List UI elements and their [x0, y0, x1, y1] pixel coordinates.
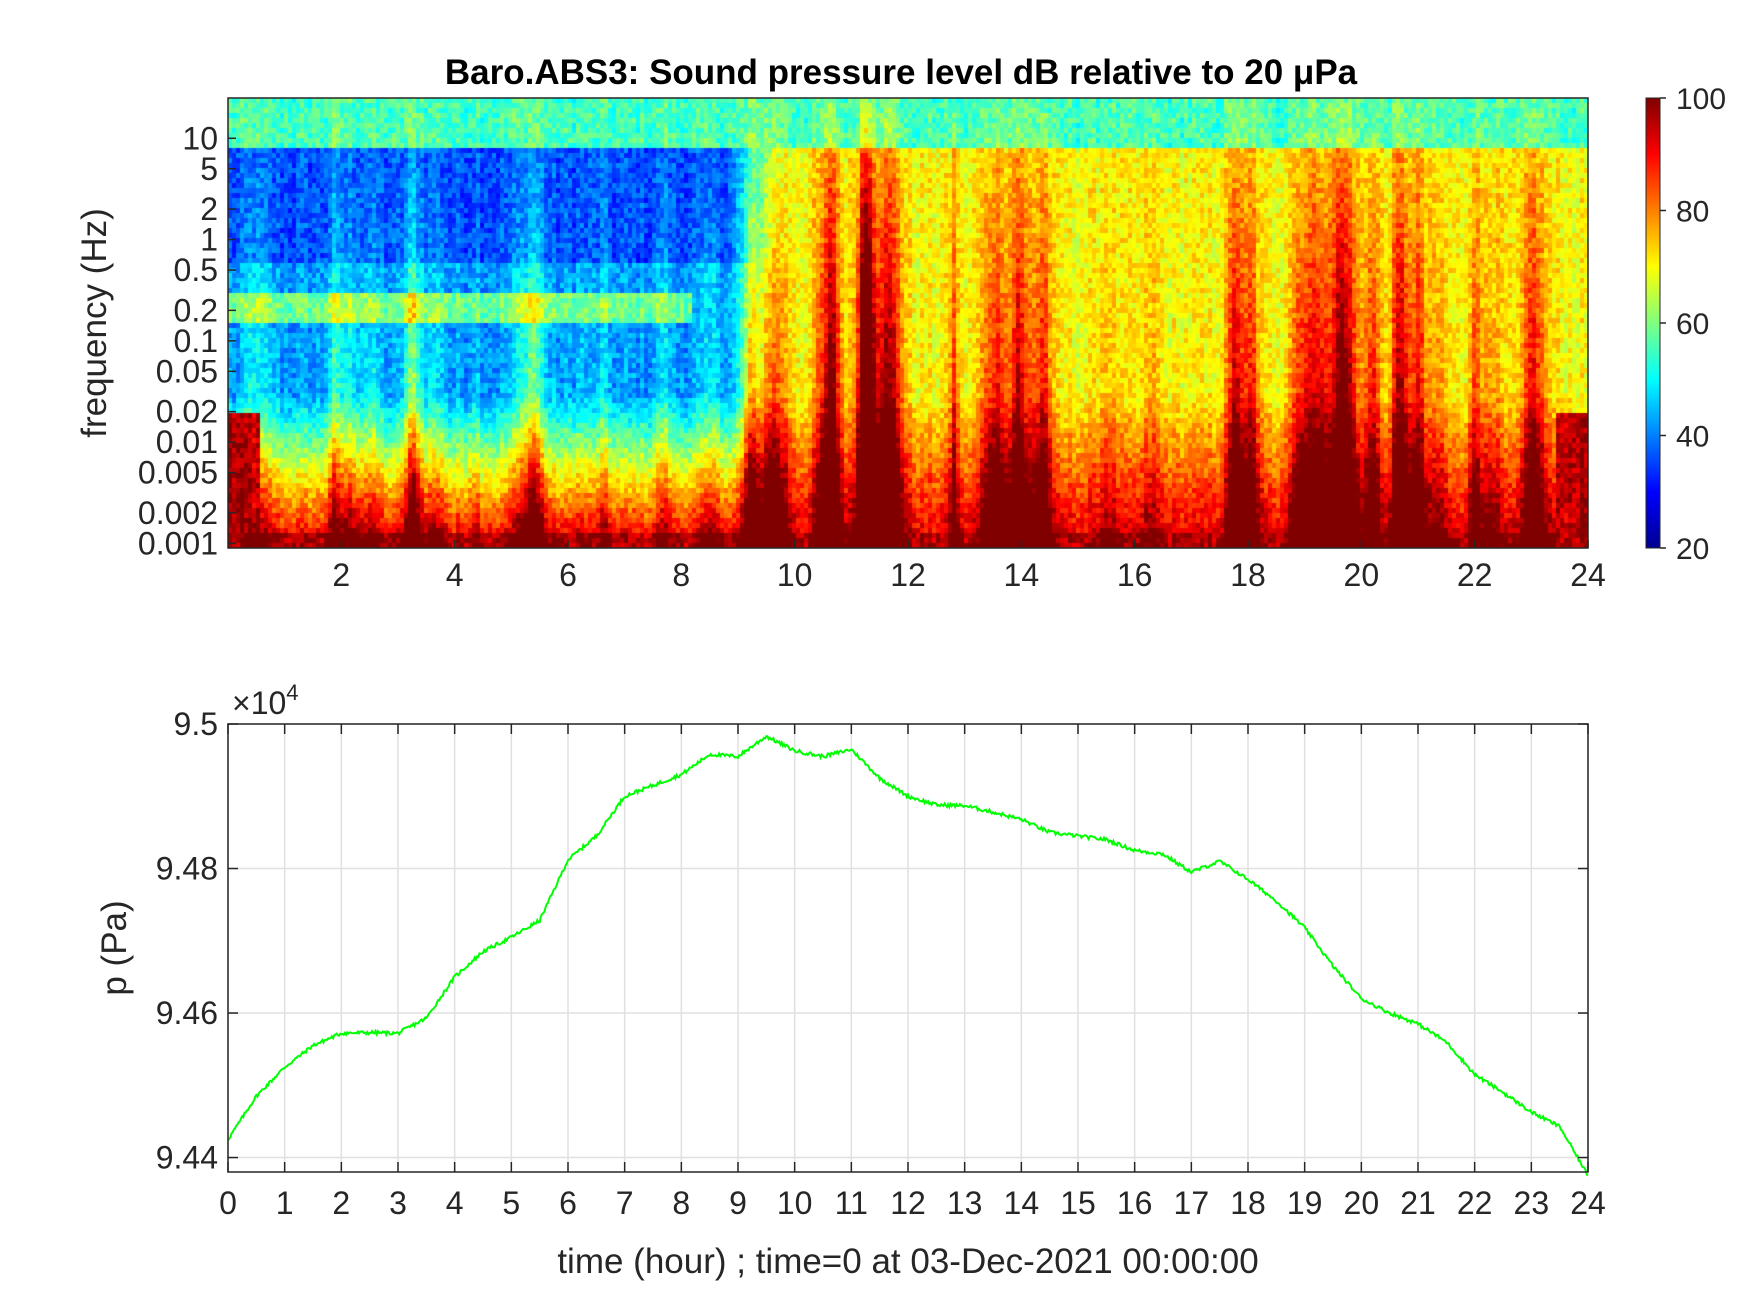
pressure-x-tick-label: 20 [1344, 1185, 1380, 1221]
spectrogram-x-tick-label: 8 [672, 557, 690, 593]
spectrogram-x-tick-label: 10 [777, 557, 813, 593]
pressure-x-tick-label: 23 [1514, 1185, 1550, 1221]
pressure-x-tick-label: 6 [559, 1185, 577, 1221]
pressure-y-tick-label: 9.5 [174, 706, 218, 742]
spectrogram-y-tick-label: 0.001 [138, 525, 218, 561]
y-exponent-label: ×104 [232, 680, 299, 721]
spectrogram-x-tick-label: 22 [1457, 557, 1493, 593]
spectrogram-y-tick-label: 0.005 [138, 455, 218, 491]
spectrogram-title: Baro.ABS3: Sound pressure level dB relat… [445, 53, 1358, 92]
pressure-x-tick-label: 16 [1117, 1185, 1153, 1221]
pressure-x-tick-label: 19 [1287, 1185, 1323, 1221]
spectrogram-y-tick-label: 0.05 [156, 353, 218, 389]
spectrogram-x-tick-label: 24 [1570, 557, 1606, 593]
spectrogram-y-tick-label: 0.01 [156, 424, 218, 460]
pressure-y-ticks: 9.44 9.46 9.48 9.5 [156, 706, 1588, 1176]
pressure-y-tick-label: 9.48 [156, 851, 218, 887]
spectrogram-x-ticks: 2 4 6 8 10 12 14 16 18 20 22 24 [332, 540, 1606, 593]
spectrogram-panel: Baro.ABS3: Sound pressure level dB relat… [75, 53, 1606, 593]
spectrogram-x-tick-label: 16 [1117, 557, 1153, 593]
spectrogram-x-tick-label: 6 [559, 557, 577, 593]
pressure-x-tick-label: 7 [616, 1185, 634, 1221]
spectrogram-y-tick-label: 0.5 [174, 252, 218, 288]
spectrogram-y-tick-label: 5 [200, 151, 218, 187]
spectrogram-y-tick-label: 0.1 [174, 323, 218, 359]
pressure-x-tick-label: 24 [1570, 1185, 1606, 1221]
spectrogram-y-tick-label: 10 [182, 120, 218, 156]
spectrogram-x-tick-label: 20 [1344, 557, 1380, 593]
spectrogram-heatmap [228, 98, 1588, 548]
colorbar-tick-label: 100 [1676, 83, 1726, 116]
spectrogram-y-tick-label: 0.2 [174, 292, 218, 328]
pressure-x-tick-label: 13 [947, 1185, 983, 1221]
colorbar-tick-label: 40 [1676, 421, 1709, 454]
spectrogram-y-label: frequency (Hz) [75, 208, 114, 438]
pressure-x-label: time (hour) ; time=0 at 03-Dec-2021 00:0… [557, 1242, 1258, 1281]
pressure-x-tick-label: 11 [835, 1185, 868, 1221]
spectrogram-canvas-holder [228, 98, 1588, 548]
pressure-x-tick-label: 10 [777, 1185, 813, 1221]
spectrogram-y-tick-label: 0.02 [156, 394, 218, 430]
pressure-x-tick-label: 8 [672, 1185, 690, 1221]
pressure-y-label: p (Pa) [95, 900, 134, 995]
pressure-panel: 9.449.469.489.5 0 1 2 3 4 5 6 7 8 9 10 11 12 13 14 15 16… [95, 680, 1606, 1281]
colorbar: 20 40 60 80 100 [1645, 83, 1726, 566]
pressure-x-tick-label: 4 [446, 1185, 464, 1221]
spectrogram-x-tick-label: 4 [446, 557, 464, 593]
pressure-x-tick-label: 0 [219, 1185, 237, 1221]
colorbar-tick-label: 80 [1676, 196, 1709, 229]
spectrogram-x-tick-label: 14 [1004, 557, 1040, 593]
spectrogram-y-tick-label: 1 [200, 222, 218, 258]
pressure-y-tick-label: 9.44 [156, 1140, 218, 1176]
pressure-x-tick-label: 18 [1230, 1185, 1266, 1221]
pressure-x-tick-label: 22 [1457, 1185, 1493, 1221]
pressure-x-ticks: 0 1 2 3 4 5 6 7 8 9 10 11 12 13 14 15 16 17 18 19 20 21 22 23 24 [219, 724, 1606, 1221]
colorbar-gradient [1645, 97, 1661, 549]
spectrogram-x-tick-label: 12 [890, 557, 926, 593]
colorbar-ticks: 20 40 60 80 100 [1660, 83, 1726, 566]
pressure-x-tick-label: 2 [332, 1185, 350, 1221]
pressure-x-tick-label: 9 [729, 1185, 747, 1221]
spectrogram-y-tick-label: 0.002 [138, 495, 218, 531]
pressure-x-tick-label: 17 [1174, 1185, 1210, 1221]
spectrogram-y-tick-label: 2 [200, 191, 218, 227]
pressure-x-tick-label: 1 [276, 1185, 294, 1221]
pressure-series-line [227, 735, 1589, 1177]
colorbar-tick-label: 60 [1676, 308, 1709, 341]
pressure-x-tick-label: 21 [1400, 1185, 1436, 1221]
pressure-x-tick-label: 15 [1060, 1185, 1096, 1221]
pressure-y-tick-label: 9.46 [156, 995, 218, 1031]
pressure-x-tick-label: 14 [1004, 1185, 1040, 1221]
pressure-x-tick-label: 3 [389, 1185, 407, 1221]
pressure-x-tick-label: 5 [502, 1185, 520, 1221]
spectrogram-x-tick-label: 2 [332, 557, 350, 593]
colorbar-tick-label: 20 [1676, 533, 1709, 566]
pressure-x-tick-label: 12 [890, 1185, 926, 1221]
spectrogram-x-tick-label: 18 [1230, 557, 1266, 593]
